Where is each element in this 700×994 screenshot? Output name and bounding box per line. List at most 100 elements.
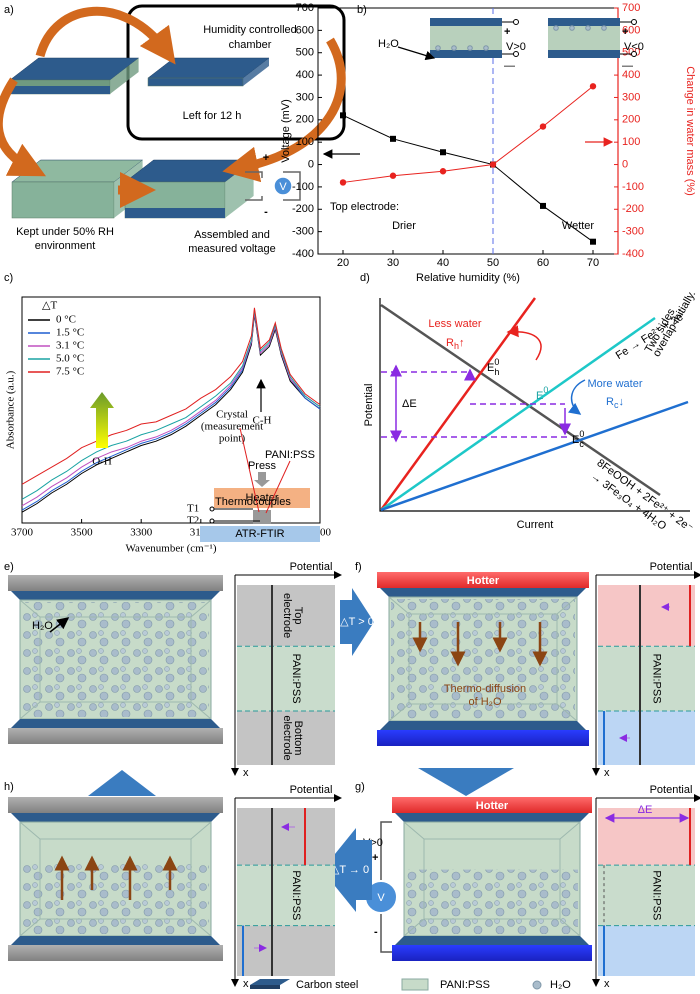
panel-label: h) xyxy=(4,781,14,793)
anode-line-cold xyxy=(380,400,689,512)
potential-profile xyxy=(596,797,699,986)
process-arrow xyxy=(340,588,374,656)
label: V xyxy=(279,181,287,193)
axis-title: Current xyxy=(517,519,554,531)
plot-frame xyxy=(21,296,321,524)
water-molecules xyxy=(406,869,578,934)
legend-swatch xyxy=(401,978,429,991)
label: + xyxy=(622,26,628,38)
process-arrow xyxy=(222,37,346,183)
symbol-sub: c xyxy=(579,439,584,449)
process-arrow xyxy=(35,6,176,65)
legend-label: Carbon steel xyxy=(296,979,358,991)
wire xyxy=(380,821,392,953)
y-tick-label: 200 xyxy=(296,114,314,126)
point xyxy=(540,202,546,209)
label: environment xyxy=(35,240,96,252)
label: PANI:PSS xyxy=(290,654,302,704)
symbol-base: R xyxy=(606,396,614,408)
label: Potential xyxy=(650,561,693,573)
label: △T → 0 xyxy=(331,864,369,876)
pani-region xyxy=(237,865,335,926)
inset-electrode xyxy=(548,18,620,26)
sample xyxy=(253,510,271,524)
y2-tick-label: -300 xyxy=(622,226,644,238)
water-molecules xyxy=(22,863,209,934)
bottom-region xyxy=(237,925,335,976)
bottom-region xyxy=(598,711,695,765)
x-tick-label: 70 xyxy=(587,257,599,269)
y-tick-label: -200 xyxy=(292,203,314,215)
inset-water xyxy=(601,25,607,31)
bottom-region xyxy=(598,925,695,976)
point xyxy=(389,172,397,179)
legend-swatch xyxy=(250,979,290,985)
label: Hotter xyxy=(476,800,509,812)
boundary xyxy=(237,645,335,712)
y-axis-title: Absorbance (a.u.) xyxy=(5,370,17,449)
slab xyxy=(147,57,270,87)
pointer-line xyxy=(239,427,260,513)
legend-label: 1.5 °C xyxy=(56,327,84,339)
symbol-sup: 0 xyxy=(494,357,499,367)
legend-label: 0 °C xyxy=(56,314,76,326)
label: T2 xyxy=(187,515,199,527)
x-tick-label: 3700 xyxy=(11,527,34,539)
inset-electrode xyxy=(548,50,620,58)
potential-profile xyxy=(235,797,339,986)
series-line xyxy=(342,85,594,183)
perspective xyxy=(19,599,212,720)
inset-electrode xyxy=(430,18,502,26)
symbol-label: E0 xyxy=(536,385,548,402)
inset-wire xyxy=(620,21,632,55)
bottom-plate xyxy=(8,728,223,744)
symbol-label: E0 c xyxy=(572,429,584,449)
y2-tick-label: -100 xyxy=(622,181,644,193)
label: C-H xyxy=(253,415,272,427)
voltmeter xyxy=(273,176,293,196)
panel-label: e) xyxy=(4,561,14,573)
y-tick-label: 0 xyxy=(308,158,314,170)
label: — xyxy=(622,60,633,72)
label: x xyxy=(604,978,610,990)
y-tick-label: -400 xyxy=(292,248,314,260)
label: T1 xyxy=(187,503,199,515)
label: Thermocouples xyxy=(215,496,291,508)
inset-pani xyxy=(548,26,620,50)
y2-tick-label: -400 xyxy=(622,248,644,260)
y2-tick-label: 600 xyxy=(622,24,640,36)
boundary xyxy=(598,864,695,927)
symbol-arrow: ↑ xyxy=(459,337,465,349)
y-tick-label: 600 xyxy=(296,24,314,36)
label: Hotter xyxy=(467,575,500,587)
y-tick-label: 500 xyxy=(296,47,314,59)
top-region xyxy=(598,808,695,866)
label: - xyxy=(374,926,378,938)
bottom-electrode xyxy=(380,721,586,730)
series-line xyxy=(21,307,321,485)
axes xyxy=(379,298,690,512)
symbol-base: E xyxy=(487,362,494,374)
pani-region xyxy=(598,646,695,711)
x-axis-title: Wavenumber (cm⁻¹) xyxy=(126,543,217,555)
top-plate xyxy=(8,575,223,591)
symbol-sub: c xyxy=(614,400,619,410)
y2-tick-label: -200 xyxy=(622,203,644,215)
cathode-line xyxy=(380,303,661,497)
legend-label: H₂O xyxy=(550,979,571,991)
device xyxy=(8,797,223,961)
potential-profile xyxy=(235,574,339,775)
heater xyxy=(214,488,310,508)
process-arrow xyxy=(418,768,514,796)
label: Colder xyxy=(475,964,511,976)
label: Heater xyxy=(245,492,278,504)
device xyxy=(8,575,223,744)
x-tick-label: 3500 xyxy=(71,527,94,539)
inset-pani xyxy=(430,26,502,50)
point xyxy=(340,112,346,119)
junction xyxy=(209,506,215,512)
label: O-H xyxy=(92,456,112,468)
x-tick-label: 60 xyxy=(537,257,549,269)
top-region xyxy=(237,585,335,647)
